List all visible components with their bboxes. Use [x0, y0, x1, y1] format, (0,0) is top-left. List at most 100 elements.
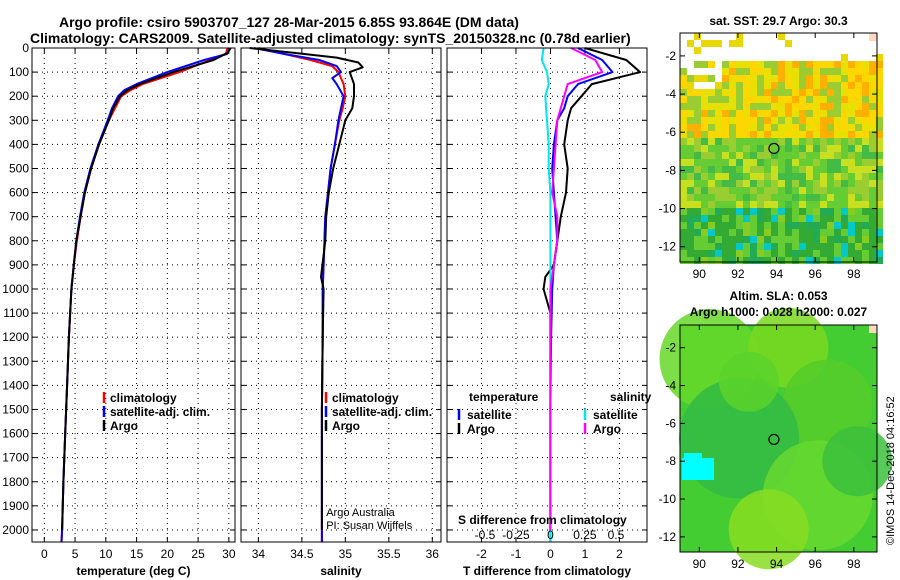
sst-cell	[813, 68, 820, 75]
sst-cell	[876, 54, 883, 61]
sst-cell	[827, 61, 834, 68]
sst-cell	[834, 180, 841, 187]
sst-cell	[876, 215, 883, 222]
sst-cell	[785, 75, 792, 82]
y-tick-label: 1100	[3, 306, 29, 320]
sst-cell	[715, 166, 722, 173]
sst-cell	[701, 166, 708, 173]
sst-cell	[841, 61, 848, 68]
sla-high-patch	[684, 453, 702, 461]
sst-cell	[778, 194, 785, 201]
sst-cell	[687, 110, 694, 117]
sst-cell	[778, 138, 785, 145]
sst-cell	[813, 33, 820, 40]
sst-cell	[876, 173, 883, 180]
sst-cell	[750, 61, 757, 68]
sst-cell	[708, 110, 715, 117]
x-axis-label: temperature (deg C)	[76, 564, 190, 578]
legend-label: satellite	[467, 408, 512, 422]
sst-cell	[792, 145, 799, 152]
sst-cell	[680, 215, 687, 222]
sst-cell	[855, 215, 862, 222]
sst-cell	[736, 54, 743, 61]
sst-cell	[778, 75, 785, 82]
sst-cell	[876, 33, 883, 40]
sst-cell	[750, 68, 757, 75]
sst-cell	[750, 180, 757, 187]
sst-cell	[778, 131, 785, 138]
sst-cell	[729, 166, 736, 173]
sst-cell	[876, 180, 883, 187]
sst-cell	[701, 257, 708, 264]
sst-cell	[694, 40, 701, 47]
sst-cell	[792, 236, 799, 243]
sst-cell	[757, 89, 764, 96]
sst-cell	[827, 173, 834, 180]
sst-cell	[792, 159, 799, 166]
sst-cell	[785, 215, 792, 222]
sst-cell	[757, 47, 764, 54]
sst-cell	[757, 173, 764, 180]
sst-cell	[694, 152, 701, 159]
sst-cell	[876, 208, 883, 215]
sst-cell	[764, 208, 771, 215]
sst-cell	[764, 187, 771, 194]
sst-cell	[687, 54, 694, 61]
sst-cell	[778, 257, 785, 264]
sst-cell	[729, 89, 736, 96]
sst-cell	[813, 236, 820, 243]
sst-cell	[729, 173, 736, 180]
sst-cell	[743, 159, 750, 166]
sst-cell	[736, 229, 743, 236]
sst-cell	[834, 61, 841, 68]
sst-cell	[771, 75, 778, 82]
sst-cell	[722, 54, 729, 61]
map-frame	[679, 324, 878, 553]
sst-cell	[785, 159, 792, 166]
sst-cell	[722, 68, 729, 75]
sst-cell	[869, 54, 876, 61]
sst-cell	[841, 229, 848, 236]
sst-cell	[855, 96, 862, 103]
sst-cell	[701, 40, 708, 47]
sst-cell	[869, 61, 876, 68]
sst-cell	[771, 152, 778, 159]
sst-cell	[820, 47, 827, 54]
sst-cell	[785, 131, 792, 138]
sst-cell	[799, 194, 806, 201]
sst-cell	[757, 33, 764, 40]
x-tick-label: 90	[693, 557, 707, 571]
sst-cell	[715, 75, 722, 82]
sst-cell	[848, 40, 855, 47]
sst-cell	[722, 40, 729, 47]
sst-cell	[687, 40, 694, 47]
sst-cell	[834, 201, 841, 208]
sst-cell	[799, 75, 806, 82]
x-axis-label: T difference from climatology	[463, 564, 631, 578]
sst-cell	[876, 166, 883, 173]
sst-cell	[743, 138, 750, 145]
sst-cell	[687, 61, 694, 68]
sst-cell	[729, 229, 736, 236]
sst-cell	[694, 110, 701, 117]
sst-cell	[876, 138, 883, 145]
sst-cell	[834, 208, 841, 215]
sst-cell	[820, 124, 827, 131]
sst-cell	[820, 110, 827, 117]
sst-cell	[708, 61, 715, 68]
sst-cell	[771, 33, 778, 40]
sst-cell	[806, 243, 813, 250]
sst-cell	[729, 82, 736, 89]
sst-cell	[715, 194, 722, 201]
sst-cell	[785, 222, 792, 229]
sst-cell	[806, 194, 813, 201]
sst-cell	[729, 103, 736, 110]
sst-cell	[862, 236, 869, 243]
sst-cell	[785, 117, 792, 124]
sla-patch	[822, 426, 893, 497]
sst-cell	[813, 96, 820, 103]
sst-cell	[743, 131, 750, 138]
sst-cell	[764, 222, 771, 229]
sst-cell	[876, 229, 883, 236]
sst-cell	[694, 47, 701, 54]
